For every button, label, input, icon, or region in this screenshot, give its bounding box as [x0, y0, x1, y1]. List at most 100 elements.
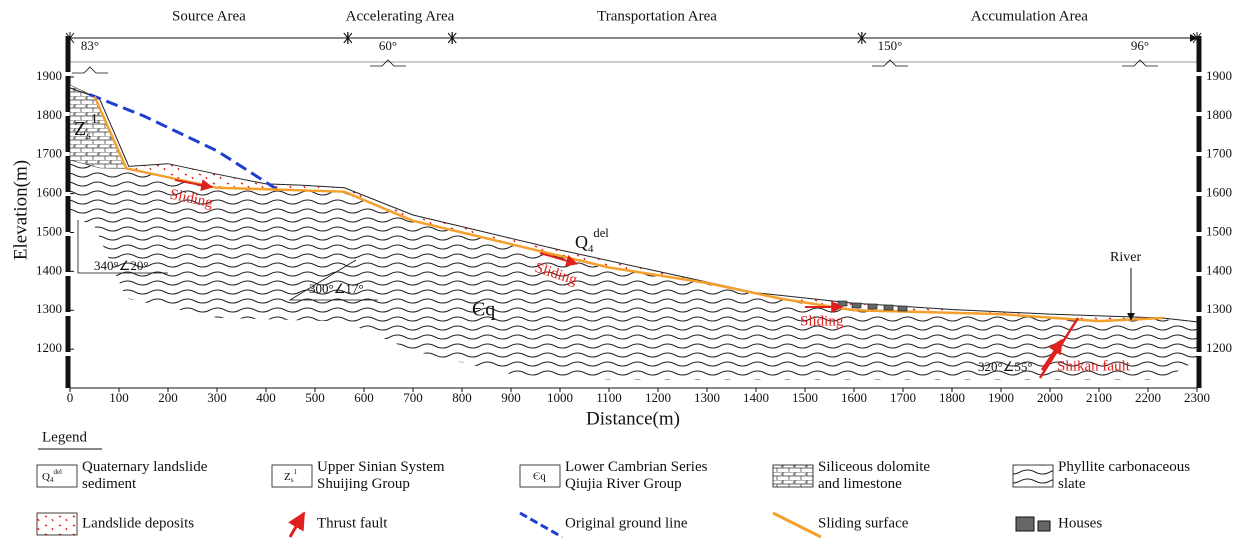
x-tick-label: 900: [501, 390, 521, 405]
y-tick-label: 1300: [1206, 301, 1232, 316]
zone-label: Source Area: [172, 8, 246, 24]
legend-swatch: [37, 513, 77, 535]
y-tick-label: 1700: [1206, 146, 1232, 161]
y-tick-label: 1300: [36, 301, 62, 316]
bedrock: [70, 96, 1197, 380]
y-tick-label: 1200: [1206, 340, 1232, 355]
x-tick-label: 0: [67, 390, 74, 405]
zone-label: Accelerating Area: [346, 8, 455, 24]
y-tick-label: 1200: [36, 340, 62, 355]
x-tick-label: 1000: [547, 390, 573, 405]
house: [898, 306, 907, 311]
formation-base: Z: [74, 118, 86, 140]
slope-angle: 60°: [379, 38, 397, 53]
legend: LegendQ4delQuaternary landslidesedimentZ…: [37, 429, 1190, 537]
formation-base: Q: [575, 232, 588, 252]
formation-eq: Єq: [472, 299, 495, 321]
legend-label: Upper Sinian System: [317, 459, 445, 475]
x-tick-label: 1700: [890, 390, 916, 405]
x-title: Distance(m): [586, 408, 680, 429]
formation-sub: 4: [588, 243, 594, 255]
x-tick-label: 1800: [939, 390, 965, 405]
y-tick-label: 1800: [1206, 107, 1232, 122]
y-tick-label: 1900: [36, 68, 62, 83]
house: [884, 305, 893, 310]
y-tick-label: 1400: [1206, 262, 1232, 277]
legend-label: Shuijing Group: [317, 476, 410, 492]
attitude: 300°∠17°: [309, 281, 364, 296]
slope-symbol: [370, 60, 406, 66]
y-title: Elevation(m): [10, 160, 31, 260]
slope-angle: 96°: [1131, 38, 1149, 53]
legend-label: Thrust fault: [317, 515, 388, 531]
sliding-label: Sliding: [800, 313, 844, 329]
legend-symbol-part: 4: [50, 476, 54, 484]
legend-symbol-part: 1: [293, 468, 297, 476]
formation-sup: 1: [91, 112, 98, 127]
x-tick-label: 2100: [1086, 390, 1112, 405]
y-tick-label: 1400: [36, 262, 62, 277]
legend-label: Siliceous dolomite: [818, 459, 930, 475]
slope-angle: 83°: [81, 38, 99, 53]
y-tick-label: 1600: [36, 185, 62, 200]
x-tick-label: 2200: [1135, 390, 1161, 405]
formation-sup: del: [593, 226, 609, 240]
y-tick-label: 1900: [1206, 68, 1232, 83]
attitude: 340°∠20°: [94, 258, 149, 273]
x-tick-label: 200: [158, 390, 178, 405]
legend-symbol-part: Q: [42, 471, 50, 483]
legend-label: Houses: [1058, 515, 1102, 531]
legend-label: Phyllite carbonaceous: [1058, 459, 1190, 475]
section: 0100200300400500600700800900100011001200…: [0, 0, 1249, 545]
formation-label: Q4 del: [575, 226, 609, 256]
river-label: River: [1110, 250, 1141, 265]
legend-label: Sliding surface: [818, 515, 909, 531]
slope-angle: 150°: [878, 38, 903, 53]
x-tick-label: 1200: [645, 390, 671, 405]
legend-label: sediment: [82, 476, 137, 492]
slope-symbol: [72, 67, 108, 73]
y-tick-label: 1600: [1206, 185, 1232, 200]
x-tick-label: 700: [403, 390, 423, 405]
x-tick-label: 400: [256, 390, 276, 405]
y-tick-label: 1500: [1206, 223, 1232, 238]
x-tick-label: 800: [452, 390, 472, 405]
legend-label: slate: [1058, 476, 1086, 492]
x-tick-label: 2000: [1037, 390, 1063, 405]
legend-symbol: Єq: [533, 471, 546, 483]
y-tick-label: 1800: [36, 107, 62, 122]
legend-label: Original ground line: [565, 515, 688, 531]
legend-swatch: [1013, 465, 1053, 487]
legend-label: Quaternary landslide: [82, 459, 208, 475]
x-tick-label: 1600: [841, 390, 867, 405]
x-tick-label: 600: [354, 390, 374, 405]
zone-label: Transportation Area: [597, 8, 717, 24]
y-tick-label: 1500: [36, 223, 62, 238]
legend-house: [1038, 521, 1050, 531]
x-tick-label: 100: [109, 390, 129, 405]
house: [868, 304, 877, 309]
legend-symbol-part: s: [291, 476, 294, 484]
legend-title: Legend: [42, 429, 87, 445]
legend-swatch: [773, 465, 813, 487]
x-tick-label: 1100: [596, 390, 622, 405]
y-tick-label: 1700: [36, 146, 62, 161]
zone-label: Accumulation Area: [971, 8, 1088, 24]
slope-symbol: [1122, 60, 1158, 66]
x-tick-label: 1500: [792, 390, 818, 405]
legend-symbol-part: del: [53, 468, 62, 476]
attitude: 320°∠55°: [978, 359, 1033, 374]
x-tick-label: 1900: [988, 390, 1014, 405]
formation-sub: s: [86, 128, 91, 142]
house: [838, 301, 847, 306]
x-tick-label: 2300: [1184, 390, 1210, 405]
slope-symbol: [872, 60, 908, 66]
legend-label: and limestone: [818, 476, 902, 492]
fault-label: Shikan fault: [1057, 358, 1131, 374]
legend-label: Landslide deposits: [82, 515, 194, 531]
x-tick-label: 300: [207, 390, 227, 405]
x-tick-label: 500: [305, 390, 325, 405]
house: [852, 303, 861, 308]
x-tick-label: 1300: [694, 390, 720, 405]
